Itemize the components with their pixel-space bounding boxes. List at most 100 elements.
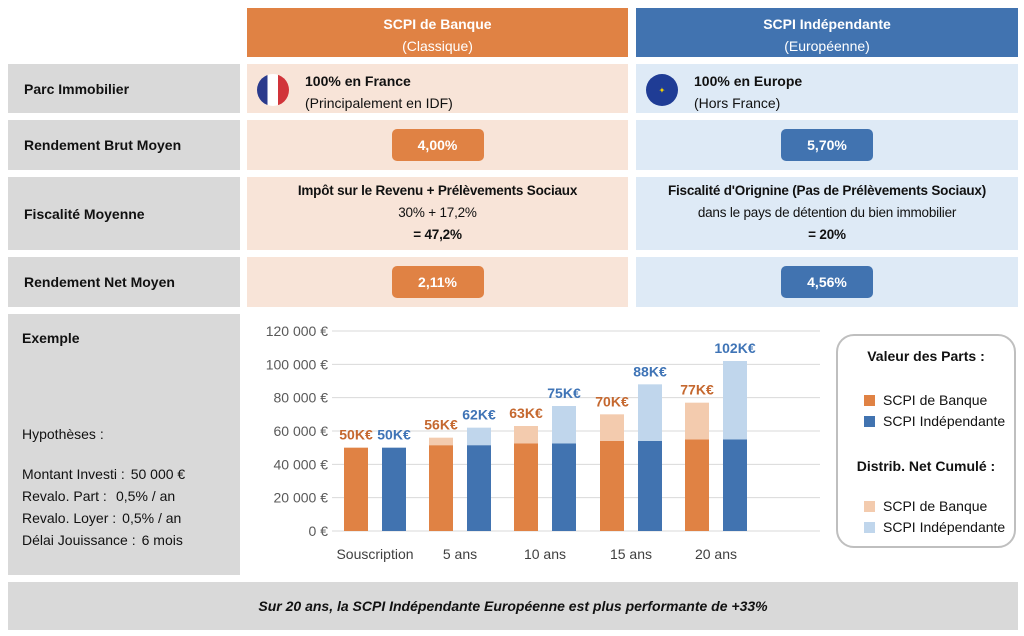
y-tick-label: 100 000 € bbox=[266, 356, 328, 372]
legend-label: SCPI Indépendante bbox=[883, 413, 1006, 429]
bar-indep-valeur bbox=[723, 439, 747, 531]
bar-banque-distrib bbox=[600, 414, 624, 441]
eu-flag-icon: ✦ bbox=[646, 74, 678, 106]
bar-banque-valeur bbox=[600, 441, 624, 531]
cell-brut-banque: 4,00% bbox=[247, 120, 628, 170]
fisc-line3: = 47,2% bbox=[413, 227, 462, 242]
bar-indep-valeur bbox=[467, 445, 491, 531]
column-title: SCPI de Banque bbox=[383, 16, 492, 32]
row-label-fiscalite: Fiscalité Moyenne bbox=[8, 177, 240, 250]
hypothesis-row: Montant Investi : 50 000 € bbox=[22, 464, 185, 484]
column-title: SCPI Indépendante bbox=[763, 16, 891, 32]
legend-item: SCPI de Banque bbox=[864, 498, 987, 514]
hypothesis-row: Revalo. Loyer : 0,5% / an bbox=[22, 508, 181, 528]
column-subtitle: (Européenne) bbox=[784, 38, 870, 54]
bar-indep-distrib bbox=[723, 361, 747, 440]
legend-title-parts: Valeur des Parts : bbox=[867, 348, 985, 364]
example-panel: Exemple Hypothèses : Montant Investi : 50… bbox=[8, 314, 240, 575]
cell-parc-indep: ✦ 100% en Europe (Hors France) bbox=[636, 64, 1018, 113]
fisc-line1: Fiscalité d'Orignine (Pas de Prélèvement… bbox=[667, 183, 987, 198]
data-label: 50K€ bbox=[377, 427, 411, 443]
y-tick-label: 80 000 € bbox=[274, 390, 329, 406]
cell-fiscalite-banque: Impôt sur le Revenu + Prélèvements Socia… bbox=[247, 177, 628, 250]
row-label-parc: Parc Immobilier bbox=[8, 64, 240, 113]
hypothesis-value: 50 000 € bbox=[130, 466, 186, 482]
y-tick-label: 20 000 € bbox=[274, 490, 329, 506]
bar-indep-valeur bbox=[552, 443, 576, 531]
rendement-brut-badge: 4,00% bbox=[391, 129, 484, 161]
fisc-line2: dans le pays de détention du bien immobi… bbox=[697, 205, 957, 220]
column-subtitle: (Classique) bbox=[402, 38, 473, 54]
cell-fiscalite-indep: Fiscalité d'Orignine (Pas de Prélèvement… bbox=[636, 177, 1018, 250]
hypothesis-row: Revalo. Part : 0,5% / an bbox=[22, 486, 175, 506]
parc-line1: 100% en France bbox=[305, 73, 411, 89]
fisc-line2: 30% + 17,2% bbox=[398, 205, 477, 220]
rendement-net-badge: 2,11% bbox=[391, 266, 484, 298]
bar-banque-distrib bbox=[514, 426, 538, 444]
legend-swatch bbox=[864, 521, 875, 533]
hypothesis-key: Montant Investi : bbox=[22, 466, 125, 482]
bar-banque-valeur bbox=[344, 447, 368, 531]
chart-legend: Valeur des Parts : SCPI de Banque SCPI I… bbox=[836, 334, 1016, 548]
hypothesis-value: 0,5% / an bbox=[122, 510, 182, 526]
x-tick-label: 20 ans bbox=[695, 546, 737, 562]
rendement-brut-badge: 5,70% bbox=[781, 129, 873, 161]
bar-indep-distrib bbox=[638, 384, 662, 441]
bar-chart: 0 € 20 000 € 40 000 € 60 000 € 80 000 € 100 0… bbox=[266, 323, 820, 562]
data-label: 70K€ bbox=[595, 393, 629, 409]
legend-item: SCPI Indépendante bbox=[864, 413, 1005, 429]
row-label-net: Rendement Net Moyen bbox=[8, 257, 240, 307]
data-label: 88K€ bbox=[633, 363, 667, 379]
legend-label: SCPI Indépendante bbox=[883, 519, 1006, 535]
parc-line2: (Principalement en IDF) bbox=[305, 95, 453, 111]
footer-conclusion: Sur 20 ans, la SCPI Indépendante Europée… bbox=[8, 582, 1018, 630]
cell-net-banque: 2,11% bbox=[247, 257, 628, 307]
bar-banque-valeur bbox=[685, 439, 709, 531]
header-scpi-independante: SCPI Indépendante (Européenne) bbox=[636, 8, 1018, 57]
hypothesis-key: Délai Jouissance : bbox=[22, 532, 136, 548]
legend-swatch bbox=[864, 415, 875, 427]
y-tick-label: 40 000 € bbox=[274, 456, 329, 472]
data-label: 102K€ bbox=[714, 340, 755, 356]
bar-indep-distrib bbox=[467, 427, 491, 446]
hypothesis-value: 6 mois bbox=[141, 532, 183, 548]
legend-title-distrib: Distrib. Net Cumulé : bbox=[856, 458, 996, 474]
row-label-brut: Rendement Brut Moyen bbox=[8, 120, 240, 170]
legend-item: SCPI Indépendante bbox=[864, 519, 1005, 535]
parc-line2: (Hors France) bbox=[694, 95, 781, 111]
hypothesis-row: Délai Jouissance : 6 mois bbox=[22, 530, 183, 550]
header-scpi-banque: SCPI de Banque (Classique) bbox=[247, 8, 628, 57]
data-label: 77K€ bbox=[680, 382, 714, 398]
y-tick-label: 120 000 € bbox=[266, 323, 328, 339]
bar-banque-distrib bbox=[429, 437, 453, 446]
hypothesis-key: Revalo. Part : bbox=[22, 488, 107, 504]
data-label: 62K€ bbox=[462, 407, 496, 423]
legend-item: SCPI de Banque bbox=[864, 392, 987, 408]
legend-swatch bbox=[864, 500, 875, 512]
y-tick-label: 0 € bbox=[309, 523, 329, 539]
hypothesis-value: 0,5% / an bbox=[116, 488, 176, 504]
x-tick-label: 10 ans bbox=[524, 546, 566, 562]
rendement-net-badge: 4,56% bbox=[781, 266, 873, 298]
bar-banque-valeur bbox=[514, 443, 538, 531]
bar-indep-valeur bbox=[382, 447, 406, 531]
data-label: 56K€ bbox=[424, 417, 458, 433]
x-tick-label: 15 ans bbox=[610, 546, 652, 562]
bar-indep-valeur bbox=[638, 441, 662, 531]
cell-net-indep: 4,56% bbox=[636, 257, 1018, 307]
bar-banque-distrib bbox=[685, 402, 709, 440]
france-flag-icon bbox=[257, 74, 289, 106]
y-tick-label: 60 000 € bbox=[274, 423, 329, 439]
x-tick-label: 5 ans bbox=[443, 546, 477, 562]
x-tick-label: Souscription bbox=[336, 546, 413, 562]
bar-indep-distrib bbox=[552, 406, 576, 444]
hypothesis-key: Revalo. Loyer : bbox=[22, 510, 117, 526]
legend-label: SCPI de Banque bbox=[883, 498, 988, 514]
bar-banque-valeur bbox=[429, 445, 453, 531]
legend-swatch bbox=[864, 394, 875, 406]
data-label: 75K€ bbox=[547, 385, 581, 401]
data-label: 63K€ bbox=[509, 405, 543, 421]
fisc-line3: = 20% bbox=[808, 227, 846, 242]
legend-label: SCPI de Banque bbox=[883, 392, 988, 408]
data-label: 50K€ bbox=[339, 427, 373, 443]
